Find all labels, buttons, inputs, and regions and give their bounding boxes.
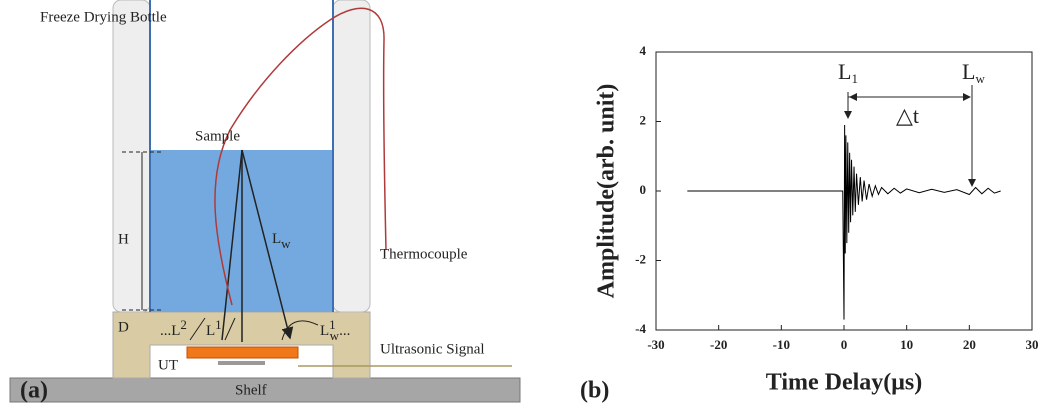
label: L: [206, 323, 215, 339]
label: w: [330, 328, 340, 343]
path-line: [221, 149, 243, 341]
x-tick-label: 0: [841, 337, 848, 352]
label: Shelf: [235, 382, 267, 398]
label: UT: [158, 357, 178, 373]
annotation: L: [838, 59, 851, 84]
label: 2: [180, 317, 187, 332]
chart: L1 Lw △t Time Delay(μs) Amplitude(arb. u…: [580, 43, 1039, 404]
x-axis-title: Time Delay(μs): [766, 370, 922, 396]
bottle-base: [112, 311, 371, 379]
y-tick-label: 4: [640, 43, 647, 58]
label: ...: [339, 323, 350, 339]
label: L: [320, 323, 329, 339]
label: Freeze Drying Bottle: [40, 9, 167, 25]
label: 1: [329, 317, 336, 332]
annotation: w: [975, 71, 985, 86]
panel-label: (a): [20, 378, 48, 404]
y-axis-title: Amplitude(arb. unit): [594, 84, 620, 299]
label: ...: [160, 323, 171, 339]
y-tick-label: -4: [635, 321, 646, 336]
transducer: [186, 346, 299, 359]
y-tick-label: 2: [640, 112, 647, 127]
path-line: [281, 320, 319, 341]
panel-label: (b): [580, 378, 609, 404]
x-tick-label: 10: [900, 337, 913, 352]
bottle-wall-right: [332, 0, 371, 313]
label: ...L2: [160, 317, 187, 339]
shelf: [9, 377, 521, 403]
label: L1 w...: [320, 317, 350, 343]
label: Ultrasonic Signal: [380, 341, 485, 357]
label: w: [281, 236, 291, 251]
label: L1: [206, 317, 222, 339]
label: D: [118, 319, 129, 335]
path-line: [224, 317, 236, 341]
annotation: Lw: [962, 59, 985, 86]
x-tick-label: 20: [963, 337, 976, 352]
annotation: △t: [896, 103, 919, 128]
annotation: 1: [851, 71, 858, 86]
x-tick-label: -30: [647, 337, 664, 352]
label: 1: [215, 317, 222, 332]
x-tick-label: 30: [1026, 337, 1039, 352]
label: Lw: [272, 231, 291, 251]
label: Thermocouple: [380, 246, 468, 262]
y-tick-label: -2: [635, 251, 646, 266]
label: L: [272, 231, 281, 247]
waveform: [687, 124, 1001, 320]
annotation: L1: [838, 59, 858, 86]
y-tick-label: 0: [640, 182, 647, 197]
path-line: [189, 317, 206, 341]
path-line: [241, 149, 294, 340]
annotation: L: [962, 59, 975, 84]
bottle-wall-left: [112, 0, 151, 313]
transducer-base: [218, 361, 265, 365]
x-tick-label: -20: [710, 337, 727, 352]
diagram: Freeze Drying Bottle Sample H D Lw Therm…: [9, 0, 521, 404]
x-tick-label: -10: [773, 337, 790, 352]
label: Sample: [195, 128, 240, 144]
thermocouple-wire: [214, 7, 387, 306]
label: L: [171, 323, 180, 339]
label: H: [118, 231, 129, 247]
